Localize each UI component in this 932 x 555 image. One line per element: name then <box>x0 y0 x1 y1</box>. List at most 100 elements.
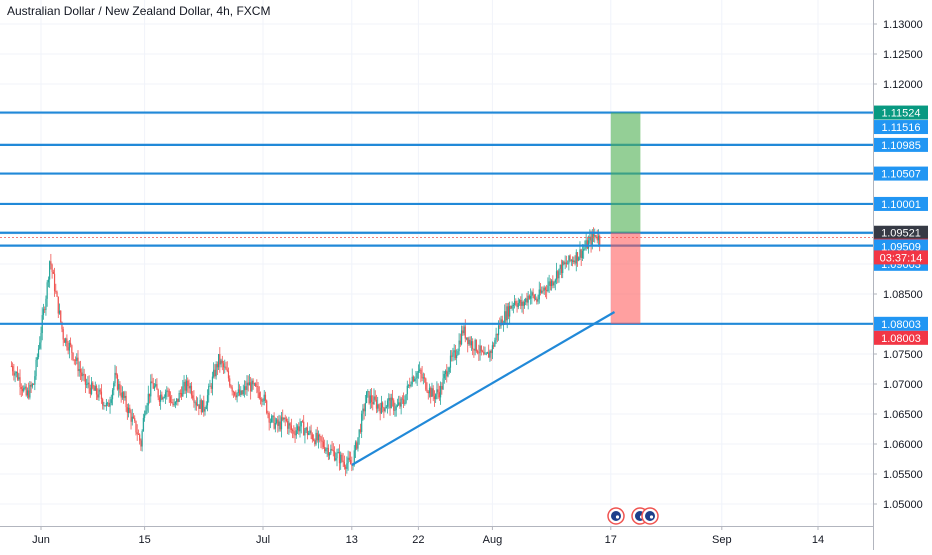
candle-body <box>480 345 482 352</box>
candle-body <box>432 388 434 397</box>
trendline-layer[interactable] <box>351 311 616 466</box>
candle-body <box>555 271 558 280</box>
candle-body <box>442 378 444 390</box>
candle-body <box>28 390 30 398</box>
candle-body <box>325 448 327 452</box>
horizontal-lines-layer <box>0 111 873 325</box>
candle-body <box>599 235 601 245</box>
event-star <box>649 515 654 519</box>
candle-body <box>356 442 358 449</box>
candle-body <box>393 400 395 411</box>
candle-body <box>558 268 560 279</box>
position-tool-layer[interactable] <box>610 112 641 324</box>
candle-body <box>353 450 355 466</box>
candle-body <box>589 236 591 241</box>
candle-body <box>596 237 598 241</box>
candle-body <box>509 305 511 317</box>
candle-body <box>224 366 226 368</box>
candle-body <box>479 345 481 353</box>
candle-body <box>292 429 294 432</box>
candle-body <box>500 319 502 326</box>
candle-body <box>236 392 238 398</box>
candle-body <box>554 279 556 283</box>
time-axis[interactable]: Jun 15 Jul 13 22 Aug 17 Sep 14 <box>0 526 873 546</box>
candle-body <box>71 345 73 353</box>
candle-body <box>167 390 169 392</box>
candle-body <box>155 384 157 387</box>
price-axis[interactable]: 1.130001.125001.120001.115001.110001.105… <box>873 0 923 550</box>
candle-body <box>542 290 544 292</box>
candle-body <box>521 301 523 306</box>
candle-body <box>511 305 513 309</box>
candle-body <box>299 426 301 432</box>
candle-body <box>231 387 233 392</box>
candle-body <box>13 371 15 376</box>
candle-body <box>568 255 570 264</box>
candle-body <box>437 389 439 393</box>
trendline <box>351 311 616 466</box>
candle-body <box>189 385 191 389</box>
candle-body <box>364 402 366 412</box>
price-tag-bg <box>874 196 928 211</box>
chart-title: Australian Dollar / New Zealand Dollar, … <box>7 4 271 18</box>
candle-body <box>541 290 543 293</box>
x-tick-label: 17 <box>605 534 617 546</box>
candle-body <box>168 390 170 397</box>
candle-body <box>374 396 376 400</box>
candle-body <box>362 408 364 414</box>
candle-body <box>232 391 234 393</box>
candle-body <box>266 400 268 413</box>
candle-body <box>269 421 271 423</box>
candle-body <box>211 376 214 389</box>
candle-body <box>443 373 445 379</box>
candle-body <box>50 261 52 265</box>
candle-body <box>448 367 450 373</box>
candle-body <box>534 298 537 300</box>
candle-body <box>565 262 567 265</box>
candle-body <box>494 340 496 347</box>
event-markers[interactable] <box>607 507 659 525</box>
candle-body <box>474 339 476 351</box>
candle-body <box>99 389 101 392</box>
candle-body <box>20 386 22 390</box>
candle-body <box>501 319 503 326</box>
price-tag-bg <box>874 225 928 240</box>
candle-body <box>505 311 507 321</box>
candle-body <box>560 264 563 274</box>
candle-body <box>465 337 468 339</box>
candle-body <box>491 345 493 354</box>
candle-body <box>546 289 548 292</box>
candle-body <box>338 451 341 464</box>
candle-body <box>219 354 221 365</box>
candle-body <box>238 389 241 395</box>
candle-body <box>274 422 276 429</box>
economic-event-flag-icon[interactable] <box>641 507 659 525</box>
candle-body <box>129 407 131 413</box>
price-tag-extra: 1.08003 <box>874 330 928 345</box>
candle-body <box>462 330 464 334</box>
candle-body <box>271 416 273 422</box>
candle-body <box>151 381 153 384</box>
candle-body <box>405 394 407 403</box>
candle-body <box>153 386 156 389</box>
x-tick-label: Aug <box>483 534 503 546</box>
candle-body <box>363 408 365 412</box>
economic-event-flag-icon[interactable] <box>607 507 625 525</box>
candle-body <box>187 380 189 387</box>
candle-body <box>93 387 95 391</box>
candle-body <box>44 309 46 311</box>
candle-body <box>201 400 204 413</box>
candle-body <box>431 388 433 397</box>
candle-body <box>349 459 352 465</box>
candle-body <box>30 384 32 387</box>
candle-body <box>56 291 58 297</box>
position-stop-zone <box>610 232 641 324</box>
candle-body <box>279 421 281 430</box>
candle-body <box>36 357 38 360</box>
candle-body <box>326 447 328 449</box>
candle-body <box>348 457 350 460</box>
candle-body <box>324 446 326 452</box>
candle-body <box>433 396 436 400</box>
